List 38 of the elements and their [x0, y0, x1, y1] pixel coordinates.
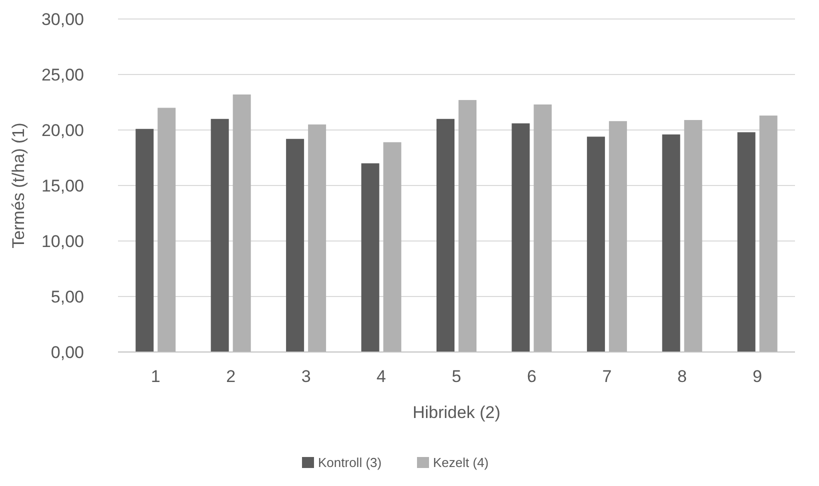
bar	[534, 104, 552, 352]
y-tick-label: 20,00	[41, 120, 84, 140]
x-tick-label: 9	[752, 367, 762, 386]
x-tick-label: 3	[301, 367, 311, 386]
y-tick-label: 0,00	[50, 342, 84, 362]
bar	[210, 118, 229, 352]
legend-label: Kezelt (4)	[433, 455, 489, 470]
bar	[512, 123, 530, 352]
bar	[737, 132, 756, 352]
x-tick-label: 7	[602, 367, 612, 386]
x-tick-label: 2	[226, 367, 236, 386]
bar	[361, 163, 380, 352]
bar	[286, 138, 304, 352]
x-tick-label: 6	[526, 367, 536, 386]
bar	[759, 116, 778, 352]
x-axis-title: Hibridek (2)	[412, 403, 500, 422]
bar	[458, 100, 476, 352]
legend-label: Kontroll (3)	[318, 455, 382, 470]
bar	[684, 120, 702, 352]
bar	[383, 142, 402, 352]
bar	[586, 136, 605, 352]
y-tick-label: 30,00	[41, 10, 84, 29]
x-tick-label: 5	[452, 367, 462, 386]
y-tick-label: 10,00	[41, 232, 84, 251]
x-tick-label: 4	[376, 367, 386, 386]
x-tick-label: 1	[150, 367, 160, 386]
y-tick-label: 15,00	[41, 176, 84, 196]
y-tick-label: 25,00	[41, 65, 84, 84]
bar	[308, 124, 326, 352]
bar	[158, 108, 176, 352]
bar	[436, 118, 454, 352]
bar	[136, 128, 154, 352]
y-axis-title: Termés (t/ha) (1)	[9, 122, 28, 248]
bar	[662, 134, 680, 352]
bar	[608, 121, 627, 352]
x-tick-label: 8	[677, 367, 687, 386]
bar	[232, 94, 251, 352]
y-tick-label: 5,00	[50, 287, 84, 306]
